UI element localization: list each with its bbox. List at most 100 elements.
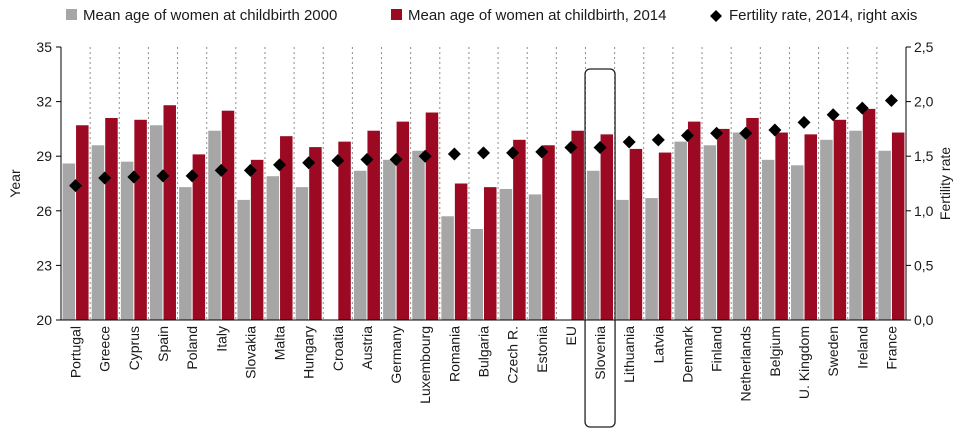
bar-2000-Slovenia	[587, 170, 600, 320]
fertility-marker-Slovakia	[243, 163, 257, 177]
fertility-marker-Italy	[214, 163, 228, 177]
right-tick-label: 1,0	[914, 203, 934, 219]
right-tick-label: 0,0	[914, 312, 934, 328]
bar-2000-Luxembourg	[412, 150, 425, 320]
category-label-Sweden: Sweden	[825, 326, 841, 377]
fertility-marker-France	[884, 94, 898, 108]
bar-2000-Latvia	[645, 198, 658, 320]
fertility-marker-Bulgaria	[477, 146, 490, 160]
category-label-Luxembourg: Luxembourg	[417, 326, 433, 404]
bar-2014-Italy	[221, 110, 235, 320]
right-axis-title: Fertility rate	[937, 147, 953, 220]
fertility-marker-Romania	[447, 147, 461, 161]
fertility-marker-Hungary	[302, 156, 316, 170]
bar-2014-Czech R.	[513, 139, 526, 320]
legend-swatch-2000	[66, 9, 77, 20]
fertility-marker-Austria	[360, 152, 374, 166]
axes: 20 23 26 29 32 35 0,0 0,5 1,0 1,5 2,0 2,5 Year Fertil…	[7, 39, 953, 328]
right-tick-label: 0,5	[914, 257, 934, 273]
category-label-Poland: Poland	[184, 326, 200, 370]
fertility-marker-EU	[564, 140, 578, 154]
bar-2014-Bulgaria	[484, 187, 497, 320]
category-label-Czech R.: Czech R.	[505, 326, 521, 384]
fertility-marker-Estonia	[535, 145, 549, 159]
fertility-marker-Portugal	[69, 179, 83, 193]
legend-label-fertility: Fertility rate, 2014, right axis	[729, 7, 917, 24]
right-tick-label: 1,5	[914, 148, 934, 164]
fertility-marker-Ireland	[855, 101, 869, 115]
bar-2000-Sweden	[820, 139, 833, 320]
category-label-Slovakia: Slovakia	[242, 326, 258, 379]
fertility-marker-Spain	[156, 169, 170, 183]
bar-2000-Italy	[208, 130, 221, 320]
category-label-Netherlands: Netherlands	[738, 326, 754, 402]
bar-2014-Austria	[367, 130, 380, 320]
bar-2000-U. Kingdom	[791, 165, 804, 320]
bar-2014-Sweden	[833, 119, 847, 320]
fertility-marker-Luxembourg	[418, 149, 432, 163]
bar-2014-Germany	[396, 121, 410, 321]
bar-2000-Netherlands	[732, 132, 746, 320]
bar-2014-EU	[571, 130, 584, 320]
category-label-Ireland: Ireland	[854, 326, 870, 369]
left-tick-label: 32	[36, 94, 52, 110]
category-label-Latvia: Latvia	[650, 326, 666, 364]
bar-2000-Poland	[179, 187, 192, 320]
fertility-marker-Croatia	[331, 154, 345, 168]
fertility-marker-Slovenia	[593, 140, 607, 154]
bar-2000-Romania	[441, 216, 454, 320]
bar-2000-Spain	[149, 125, 163, 320]
category-label-Finland: Finland	[709, 326, 725, 372]
bar-2014-Latvia	[658, 152, 672, 320]
bar-2014-Belgium	[775, 132, 788, 320]
bar-2000-Hungary	[295, 187, 309, 320]
bar-2014-Hungary	[309, 147, 322, 320]
bar-2014-Luxembourg	[425, 112, 439, 321]
category-label-Spain: Spain	[155, 326, 171, 362]
bar-2014-Finland	[717, 128, 730, 320]
bar-2000-Slovakia	[237, 199, 250, 320]
category-label-Cyprus: Cyprus	[126, 326, 142, 370]
bar-2000-Germany	[383, 159, 396, 320]
fertility-marker-Belgium	[768, 123, 782, 137]
bar-2000-Austria	[353, 170, 367, 320]
bar-2000-Cyprus	[120, 161, 134, 320]
left-axis-title: Year	[7, 169, 23, 198]
bar-2014-Slovenia	[600, 134, 614, 320]
category-labels: Portugal Greece Cyprus Spain Poland Italy Slov…	[68, 68, 899, 428]
category-label-France: France	[883, 326, 899, 370]
category-label-Malta: Malta	[272, 326, 288, 360]
category-label-Belgium: Belgium	[767, 326, 783, 377]
category-label-EU: EU	[563, 326, 579, 345]
category-label-Hungary: Hungary	[301, 326, 317, 379]
fertility-marker-Sweden	[826, 108, 840, 122]
bar-2000-Czech R.	[499, 188, 513, 320]
bar-2000-Belgium	[761, 159, 775, 320]
fertility-marker-Cyprus	[127, 170, 141, 184]
bar-2000-Finland	[703, 145, 717, 320]
legend-swatch-2014	[391, 9, 402, 20]
bar-2000-Estonia	[528, 194, 542, 320]
fertility-marker-Lithuania	[622, 135, 636, 149]
bar-2014-Netherlands	[746, 117, 759, 320]
bar-2014-Malta	[280, 136, 293, 320]
fertility-marker-Germany	[389, 152, 403, 166]
category-label-U. Kingdom: U. Kingdom	[796, 326, 812, 399]
category-label-Denmark: Denmark	[679, 325, 695, 383]
fertility-marker-Finland	[710, 126, 724, 140]
bar-2014-Cyprus	[134, 119, 147, 320]
bar-2014-Lithuania	[629, 148, 643, 320]
fertility-marker-Latvia	[651, 133, 665, 147]
category-label-Italy: Italy	[213, 326, 229, 352]
bar-2014-Romania	[454, 183, 468, 320]
bar-2000-Greece	[91, 145, 105, 320]
fertility-markers	[69, 94, 898, 193]
legend-label-2014: Mean age of women at childbirth, 2014	[408, 7, 667, 24]
grid	[89, 47, 878, 320]
bar-2014-France	[891, 132, 905, 320]
fertility-marker-Malta	[273, 158, 287, 172]
bar-2014-Slovakia	[250, 159, 264, 320]
bar-2014-Portugal	[76, 125, 89, 320]
category-label-Romania: Romania	[446, 326, 462, 382]
